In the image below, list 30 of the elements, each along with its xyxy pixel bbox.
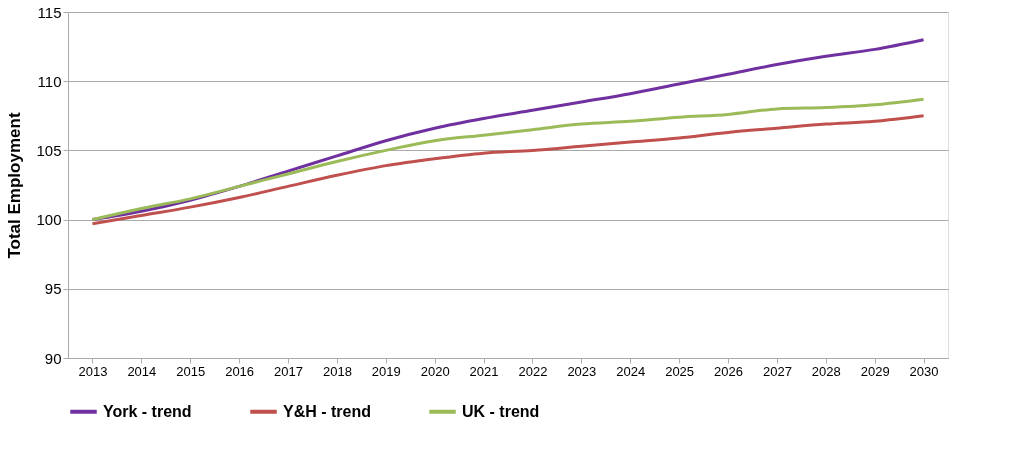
y-tick-label: 105 [36,141,62,159]
x-tick-label: 2026 [714,363,743,379]
line-series [90,97,926,222]
y-tick-label: 110 [37,72,62,90]
x-tick-label: 2014 [127,363,157,379]
x-tick-label: 2025 [665,363,695,379]
x-tick-label: 2021 [469,363,499,379]
x-tick-label: 2020 [420,363,450,379]
x-tick-label: 2030 [909,363,939,379]
x-tick-label: 2022 [518,363,548,379]
line-series [90,114,926,226]
x-tick-label: 2013 [78,363,108,379]
x-tick-label: 2019 [371,363,401,379]
legend-label: UK - trend [462,402,540,420]
x-tick-label: 2015 [176,363,206,379]
legend-label: York - trend [103,402,192,420]
x-tick-label: 2016 [225,363,255,379]
x-tick-label: 2018 [322,363,352,379]
legend-label: Y&H - trend [283,402,371,420]
y-tick-label: 95 [44,280,62,298]
y-axis-title: Total Employment [5,112,25,259]
y-tick-label: 115 [37,3,62,21]
y-tick-label: 100 [36,211,62,229]
x-tick-label: 2023 [567,363,597,379]
x-tick-label: 2028 [811,363,841,379]
x-tick-label: 2024 [616,363,646,379]
y-tick-label: 90 [44,349,62,367]
x-tick-label: 2027 [762,363,792,379]
x-tick-label: 2017 [274,363,303,379]
x-tick-label: 2029 [860,363,890,379]
